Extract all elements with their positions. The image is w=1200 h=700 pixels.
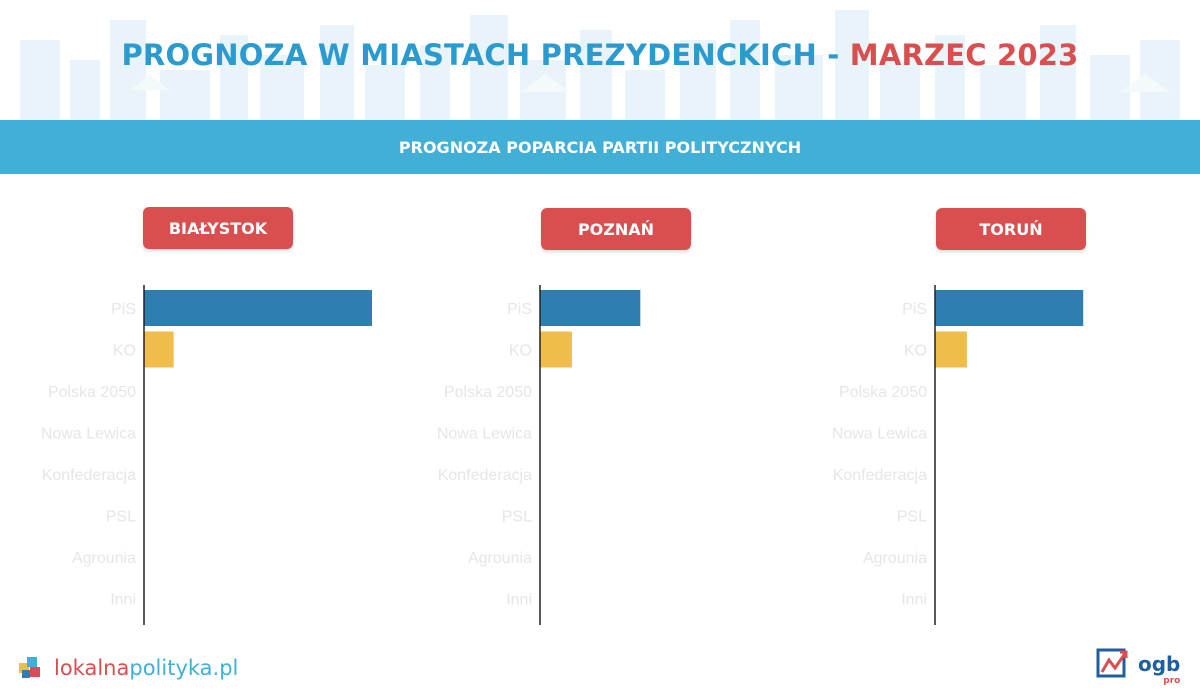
category-label: Nowa Lewica bbox=[832, 426, 927, 443]
city-badge-torun: TORUŃ bbox=[936, 208, 1086, 250]
bar-ko bbox=[540, 331, 572, 368]
category-label: Polska 2050 bbox=[839, 384, 927, 401]
category-label: Polska 2050 bbox=[48, 384, 136, 401]
category-label: Konfederacja bbox=[438, 467, 532, 484]
bar-ko bbox=[935, 331, 967, 368]
category-label: PiS bbox=[902, 301, 927, 318]
city-badge-bialystok: BIAŁYSTOK bbox=[143, 207, 293, 249]
category-label: Inni bbox=[506, 592, 532, 609]
category-label: Polska 2050 bbox=[444, 384, 532, 401]
category-label: PiS bbox=[507, 301, 532, 318]
bar-pis bbox=[540, 290, 641, 326]
subtitle: PROGNOZA POPARCIA PARTII POLITYCZNYCH bbox=[398, 137, 802, 157]
ogb-pro-text: pro bbox=[1163, 676, 1181, 686]
category-label: PSL bbox=[502, 509, 532, 526]
ogb-chart-icon bbox=[1096, 648, 1128, 678]
category-label: Inni bbox=[110, 592, 136, 609]
category-label: KO bbox=[113, 343, 136, 360]
category-label: Nowa Lewica bbox=[41, 426, 136, 443]
category-label: Agrounia bbox=[468, 550, 532, 567]
category-label: Konfederacja bbox=[42, 467, 136, 484]
page-title-main: PROGNOZA W MIASTACH PREZYDENCKICH - bbox=[121, 38, 850, 72]
skyline-background bbox=[20, 10, 1180, 120]
logo-text-a: lokalna bbox=[54, 656, 130, 680]
category-label: Agrounia bbox=[72, 550, 136, 567]
category-label: KO bbox=[904, 343, 927, 360]
cubes-icon bbox=[19, 657, 40, 678]
lokalnapolityka-logo: lokalnapolityka.pl bbox=[18, 655, 238, 681]
category-label: Konfederacja bbox=[833, 467, 927, 484]
ogb-text: ogb bbox=[1138, 652, 1181, 676]
city-badge-poznan: POZNAŃ bbox=[541, 208, 691, 250]
category-label: Inni bbox=[901, 592, 927, 609]
bar-pis bbox=[935, 290, 1084, 326]
category-label: PSL bbox=[106, 509, 136, 526]
ogb-logo: ogb pro bbox=[1096, 644, 1181, 686]
category-label: KO bbox=[509, 343, 532, 360]
category-label: PiS bbox=[111, 301, 136, 318]
page-title: PROGNOZA W MIASTACH PREZYDENCKICH - MARZ… bbox=[0, 38, 1200, 72]
subtitle-band: PROGNOZA POPARCIA PARTII POLITYCZNYCH bbox=[0, 120, 1200, 174]
category-label: PSL bbox=[897, 509, 927, 526]
category-label: Nowa Lewica bbox=[437, 426, 532, 443]
logo-text-b: polityka.pl bbox=[129, 656, 239, 680]
category-label: Agrounia bbox=[863, 550, 927, 567]
bar-pis bbox=[144, 290, 372, 326]
bar-ko bbox=[144, 331, 174, 368]
page-title-accent: MARZEC 2023 bbox=[849, 38, 1079, 72]
